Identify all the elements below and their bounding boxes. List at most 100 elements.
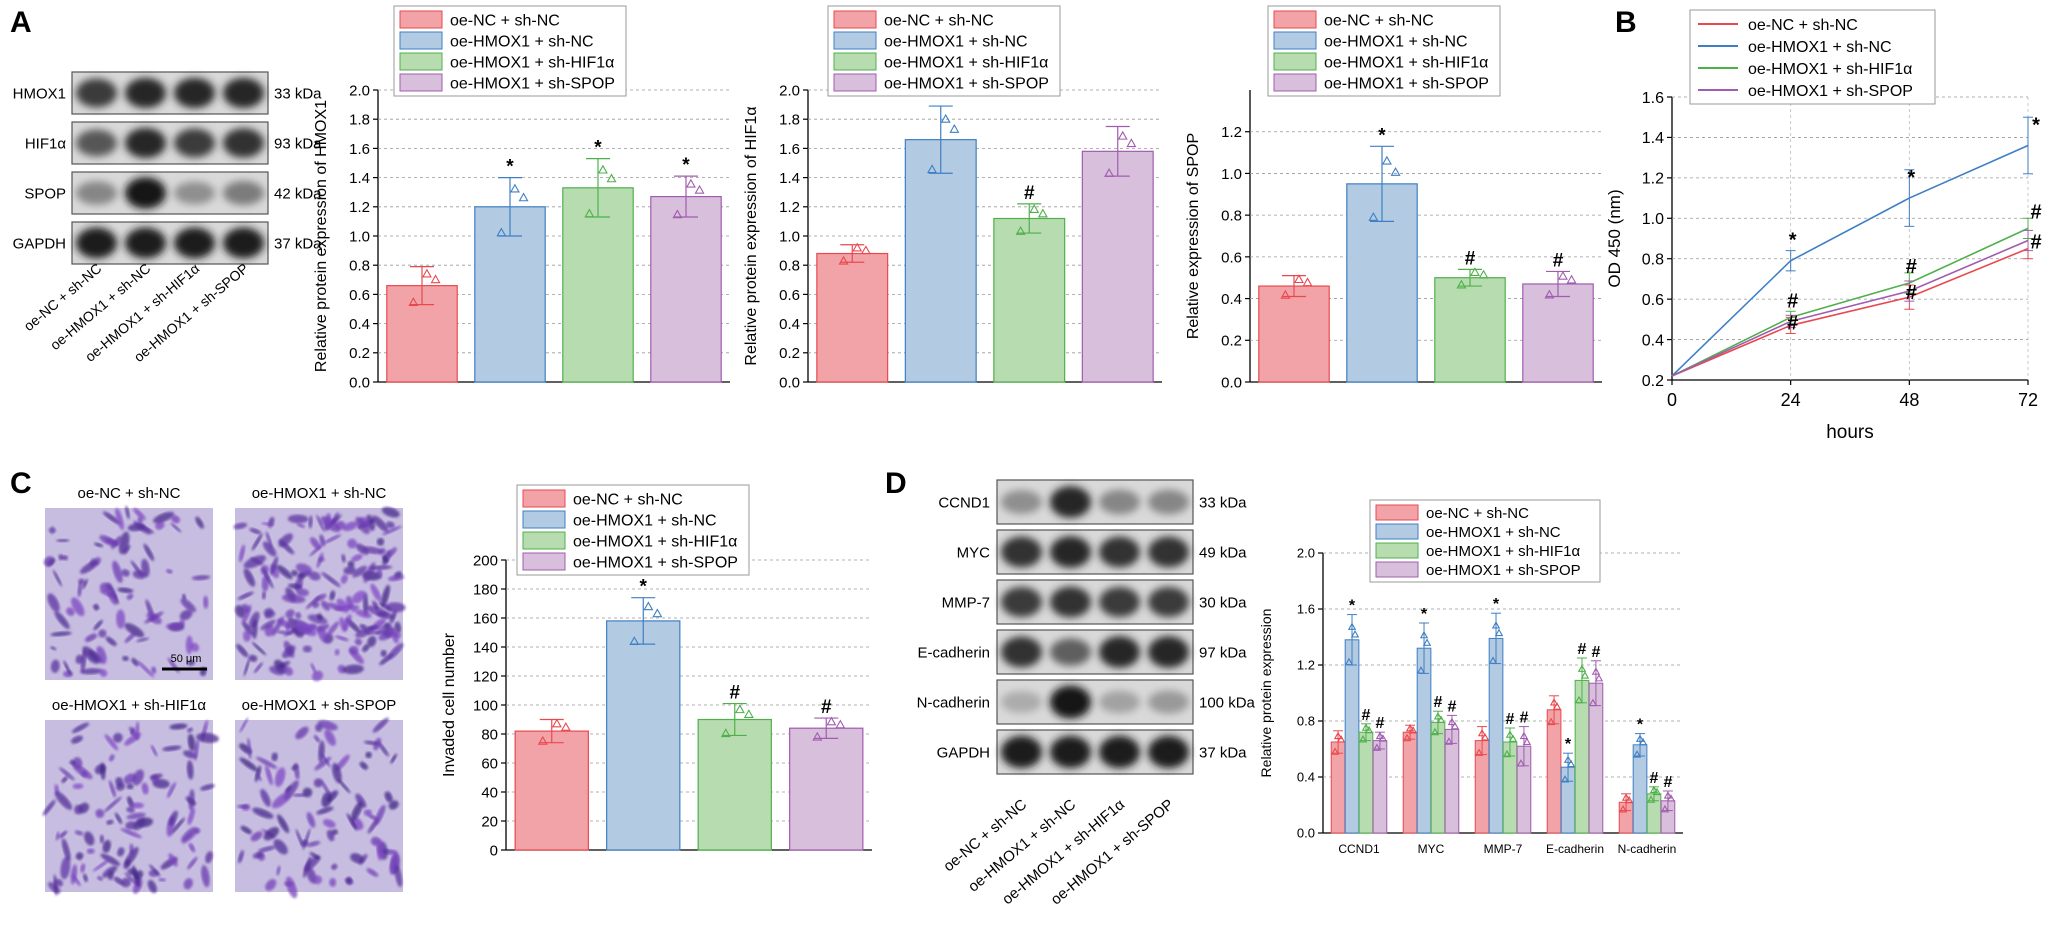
stained-cell: [118, 531, 130, 555]
stained-cell: [242, 630, 251, 642]
stained-cell: [316, 806, 334, 815]
stained-cell: [117, 587, 134, 594]
stained-cell: [187, 733, 196, 752]
stained-cell: [133, 521, 152, 535]
stained-cell: [269, 666, 284, 676]
x-tick-label: 24: [1781, 390, 1801, 410]
legend-label: oe-HMOX1 + sh-HIF1α: [1748, 61, 1912, 78]
stained-cell: [349, 645, 359, 655]
stained-cell: [355, 516, 370, 535]
blot-band: [1098, 735, 1141, 769]
blot-protein-label: GAPDH: [13, 235, 66, 252]
chart-spop: 0.0 0.2 0.4 0.6 0.8 1.0 1.2 Relative expression…: [1185, 5, 1602, 391]
chart-emt: 0.0 0.4 0.8 1.2 1.6 2.0 Relative protein expre…: [1258, 499, 1683, 856]
data-point: [835, 719, 846, 729]
western-blot-a: HMOX1 33 kDa HIF1α 93 kDa SPOP 42 kDa GAPDH 37 …: [13, 71, 322, 265]
data-point: [734, 704, 745, 714]
stained-cell: [336, 598, 350, 613]
blot-band: [1098, 636, 1141, 668]
stained-cell: [274, 767, 286, 787]
stained-cell: [121, 569, 130, 577]
y-tick-label: 1.0: [1221, 166, 1242, 183]
chart-invasion: 0 20 40 60 80 100 120 140 160 180 200 Invaded cell …: [441, 484, 872, 859]
stained-cell: [188, 789, 195, 811]
data-point: [1552, 702, 1562, 710]
data-point: [743, 709, 754, 718]
significance-mark: *: [506, 157, 514, 178]
stained-cell: [307, 840, 321, 847]
bar: [1372, 740, 1388, 834]
stained-cell: [205, 851, 213, 864]
y-axis-label: Relative protein expression of HIF1α: [743, 106, 760, 365]
stained-cell: [185, 635, 193, 655]
stained-cell: [147, 879, 157, 894]
stained-cell: [263, 827, 280, 841]
blot-lane-label: oe-NC + sh-NC: [940, 796, 1030, 875]
stained-cell: [105, 636, 117, 646]
stained-cell: [247, 738, 252, 760]
stained-cell: [237, 850, 244, 864]
data-point: [1594, 673, 1604, 682]
stained-cell: [191, 575, 211, 581]
y-tick-label: 1.4: [349, 170, 370, 187]
blot-protein-label: MMP-7: [942, 594, 990, 611]
blot-protein-label: HMOX1: [13, 85, 66, 102]
stained-cell: [100, 762, 106, 780]
stained-cell: [115, 507, 124, 531]
stained-cell: [132, 769, 144, 786]
stained-cell: [193, 739, 199, 761]
y-tick-label: 0.2: [1221, 333, 1242, 350]
legend-label: oe-NC + sh-NC: [884, 12, 994, 29]
data-point: [1516, 759, 1526, 767]
data-point: [1577, 664, 1587, 672]
data-point: [1580, 671, 1590, 679]
stained-cell: [252, 807, 274, 819]
data-point: [1632, 750, 1642, 758]
stained-cell: [256, 756, 278, 769]
stained-cell: [171, 817, 185, 834]
stained-cell: [188, 842, 196, 853]
legend-label: oe-NC + sh-NC: [1426, 505, 1529, 522]
stained-cell: [143, 543, 155, 561]
stained-cell: [196, 732, 219, 743]
stained-cell: [321, 572, 341, 588]
y-tick-label: 1.8: [349, 112, 370, 129]
y-tick-label: 1.2: [1297, 658, 1315, 673]
data-point: [551, 718, 562, 728]
y-axis-label: Relative protein expression of HMOX1: [313, 100, 330, 372]
data-point: [1566, 274, 1577, 284]
legend-label: oe-HMOX1 + sh-HIF1α: [573, 533, 737, 550]
stained-cell: [169, 723, 188, 730]
significance-mark: #: [1787, 290, 1798, 312]
data-point: [560, 721, 571, 731]
series-line: [1671, 227, 2029, 377]
y-tick-label: 1.0: [779, 228, 800, 245]
blot-band: [1147, 690, 1190, 714]
legend-label: oe-HMOX1 + sh-NC: [450, 33, 594, 50]
stained-cell: [71, 597, 85, 617]
stained-cell: [315, 723, 323, 732]
stained-cell: [386, 521, 395, 529]
stained-cell: [380, 649, 387, 657]
bar: [1444, 728, 1460, 834]
stained-cell: [74, 804, 83, 815]
y-tick-label: 1.2: [779, 199, 800, 216]
stained-cell: [242, 621, 254, 636]
x-tick-label: 48: [1899, 390, 1919, 410]
stained-cell: [388, 800, 399, 810]
blot-band: [1147, 735, 1190, 769]
y-tick-label: 1.2: [1221, 124, 1242, 141]
stained-cell: [394, 621, 402, 634]
stained-cell: [82, 578, 88, 590]
stained-cell: [125, 505, 130, 520]
stained-cell: [134, 870, 144, 881]
stained-cell: [320, 752, 331, 768]
stained-cell: [276, 618, 292, 628]
stained-cell: [262, 541, 277, 557]
stained-cell: [351, 801, 363, 821]
bar: [1330, 741, 1346, 834]
stained-cell: [102, 839, 111, 853]
series-line: [1671, 239, 2029, 377]
y-tick-label: 0.6: [779, 287, 800, 304]
legend-label: oe-NC + sh-NC: [1324, 12, 1434, 29]
